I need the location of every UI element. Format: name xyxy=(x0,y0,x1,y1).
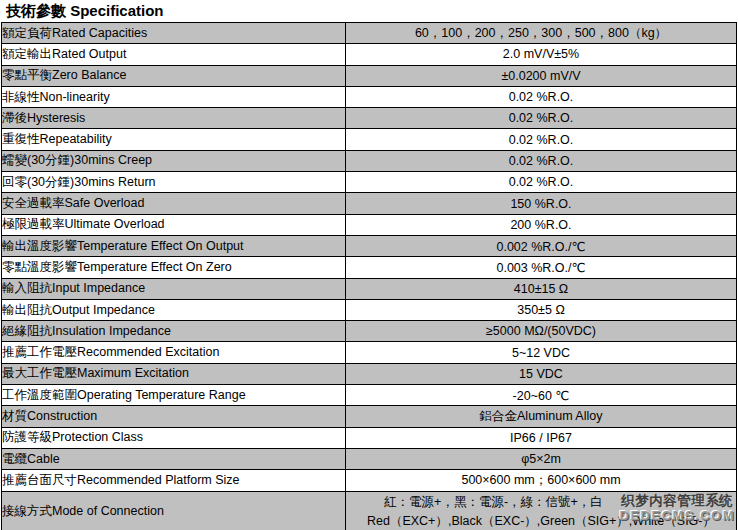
spec-parameter-value: 鋁合金Aluminum Alloy xyxy=(346,406,737,427)
spec-parameter-value: 0.002 %R.O./℃ xyxy=(346,235,737,256)
table-row: 零點平衡Zero Balance±0.0200 mV/V xyxy=(2,65,737,86)
spec-parameter-label: 滯後Hysteresis xyxy=(2,108,346,129)
table-row: 額定負荷Rated Capacities60，100，200，250，300，5… xyxy=(2,23,737,44)
table-row: 輸出阻抗Output Impedance350±5 Ω xyxy=(2,299,737,320)
connection-wiring-chinese: 紅：電源+，黑：電源-，綠：信號+，白 xyxy=(346,493,641,512)
table-row: 推薦工作電壓Recommended Excitation5~12 VDC xyxy=(2,342,737,363)
spec-parameter-value: 150 %R.O. xyxy=(346,193,737,214)
table-row-connection: 接線方式Mode of Connection紅：電源+，黑：電源-，綠：信號+，… xyxy=(2,491,737,530)
spec-parameter-label: 重復性Repeatability xyxy=(2,129,346,150)
spec-parameter-value: 紅：電源+，黑：電源-，綠：信號+，白Red（EXC+）,Black（EXC-）… xyxy=(346,491,737,530)
spec-parameter-label: 非線性Non-linearity xyxy=(2,86,346,107)
table-row: 材質Construction鋁合金Aluminum Alloy xyxy=(2,406,737,427)
spec-parameter-value: ±0.0200 mV/V xyxy=(346,65,737,86)
spec-parameter-value: 2.0 mV/V±5% xyxy=(346,44,737,65)
spec-parameter-label: 極限過載率Ultimate Overload xyxy=(2,214,346,235)
table-row: 極限過載率Ultimate Overload200 %R.O. xyxy=(2,214,737,235)
spec-parameter-label: 輸出阻抗Output Impedance xyxy=(2,299,346,320)
spec-parameter-label: 絕緣阻抗Insulation Impedance xyxy=(2,321,346,342)
connection-wiring-english: Red（EXC+）,Black（EXC-）,Green（SIG+）,White（… xyxy=(346,512,736,530)
spec-parameter-value: 0.02 %R.O. xyxy=(346,172,737,193)
spec-parameter-value: -20~60 ℃ xyxy=(346,385,737,406)
spec-parameter-label: 零點平衡Zero Balance xyxy=(2,65,346,86)
spec-parameter-label: 輸出溫度影響Temperature Effect On Output xyxy=(2,235,346,256)
spec-parameter-value: 0.02 %R.O. xyxy=(346,150,737,171)
table-row: 推薦台面尺寸Recommended Platform Size500×600 m… xyxy=(2,470,737,491)
spec-parameter-label: 推薦台面尺寸Recommended Platform Size xyxy=(2,470,346,491)
table-row: 重復性Repeatability0.02 %R.O. xyxy=(2,129,737,150)
spec-parameter-label: 防護等級Protection Class xyxy=(2,427,346,448)
table-row: 輸入阻抗Input Impedance410±15 Ω xyxy=(2,278,737,299)
table-row: 最大工作電壓Maximum Excitation15 VDC xyxy=(2,363,737,384)
spec-parameter-label: 最大工作電壓Maximum Excitation xyxy=(2,363,346,384)
spec-parameter-value: 410±15 Ω xyxy=(346,278,737,299)
spec-parameter-label: 接線方式Mode of Connection xyxy=(2,491,346,530)
spec-parameter-label: 額定負荷Rated Capacities xyxy=(2,23,346,44)
spec-parameter-value: 350±5 Ω xyxy=(346,299,737,320)
table-row: 安全過載率Safe Overload150 %R.O. xyxy=(2,193,737,214)
spec-parameter-value: 0.003 %R.O./℃ xyxy=(346,257,737,278)
spec-parameter-label: 輸入阻抗Input Impedance xyxy=(2,278,346,299)
spec-parameter-value: 60，100，200，250，300，500，800（kg） xyxy=(346,23,737,44)
spec-parameter-value: 0.02 %R.O. xyxy=(346,108,737,129)
spec-parameter-label: 材質Construction xyxy=(2,406,346,427)
spec-parameter-value: 15 VDC xyxy=(346,363,737,384)
spec-parameter-label: 推薦工作電壓Recommended Excitation xyxy=(2,342,346,363)
table-row: 滯後Hysteresis0.02 %R.O. xyxy=(2,108,737,129)
table-row: 工作溫度範圍Operating Temperature Range-20~60 … xyxy=(2,385,737,406)
table-row: 電纜Cableφ5×2m xyxy=(2,448,737,469)
table-row: 輸出溫度影響Temperature Effect On Output0.002 … xyxy=(2,235,737,256)
spec-parameter-value: 5~12 VDC xyxy=(346,342,737,363)
spec-parameter-label: 回零(30分鍾)30mins Return xyxy=(2,172,346,193)
spec-parameter-value: 0.02 %R.O. xyxy=(346,129,737,150)
spec-parameter-label: 蠕變(30分鍾)30mins Creep xyxy=(2,150,346,171)
spec-parameter-value: 200 %R.O. xyxy=(346,214,737,235)
table-row: 絕緣阻抗Insulation Impedance≥5000 MΩ/(50VDC) xyxy=(2,321,737,342)
spec-parameter-value: φ5×2m xyxy=(346,448,737,469)
spec-parameter-label: 電纜Cable xyxy=(2,448,346,469)
table-row: 回零(30分鍾)30mins Return0.02 %R.O. xyxy=(2,172,737,193)
spec-parameter-value: ≥5000 MΩ/(50VDC) xyxy=(346,321,737,342)
table-row: 零點溫度影響Temperature Effect On Zero0.003 %R… xyxy=(2,257,737,278)
spec-parameter-label: 工作溫度範圍Operating Temperature Range xyxy=(2,385,346,406)
table-row: 蠕變(30分鍾)30mins Creep0.02 %R.O. xyxy=(2,150,737,171)
page-title: 技術參數 Specification xyxy=(0,0,738,22)
spec-parameter-label: 額定輸出Rated Output xyxy=(2,44,346,65)
spec-parameter-value: 0.02 %R.O. xyxy=(346,86,737,107)
table-row: 額定輸出Rated Output2.0 mV/V±5% xyxy=(2,44,737,65)
table-row: 防護等級Protection ClassIP66 / IP67 xyxy=(2,427,737,448)
spec-parameter-label: 零點溫度影響Temperature Effect On Zero xyxy=(2,257,346,278)
spec-parameter-value: 500×600 mm；600×600 mm xyxy=(346,470,737,491)
spec-parameter-label: 安全過載率Safe Overload xyxy=(2,193,346,214)
spec-sheet-page: 技術參數 Specification 額定負荷Rated Capacities6… xyxy=(0,0,738,530)
spec-parameter-value: IP66 / IP67 xyxy=(346,427,737,448)
table-row: 非線性Non-linearity0.02 %R.O. xyxy=(2,86,737,107)
spec-table: 額定負荷Rated Capacities60，100，200，250，300，5… xyxy=(1,22,737,530)
